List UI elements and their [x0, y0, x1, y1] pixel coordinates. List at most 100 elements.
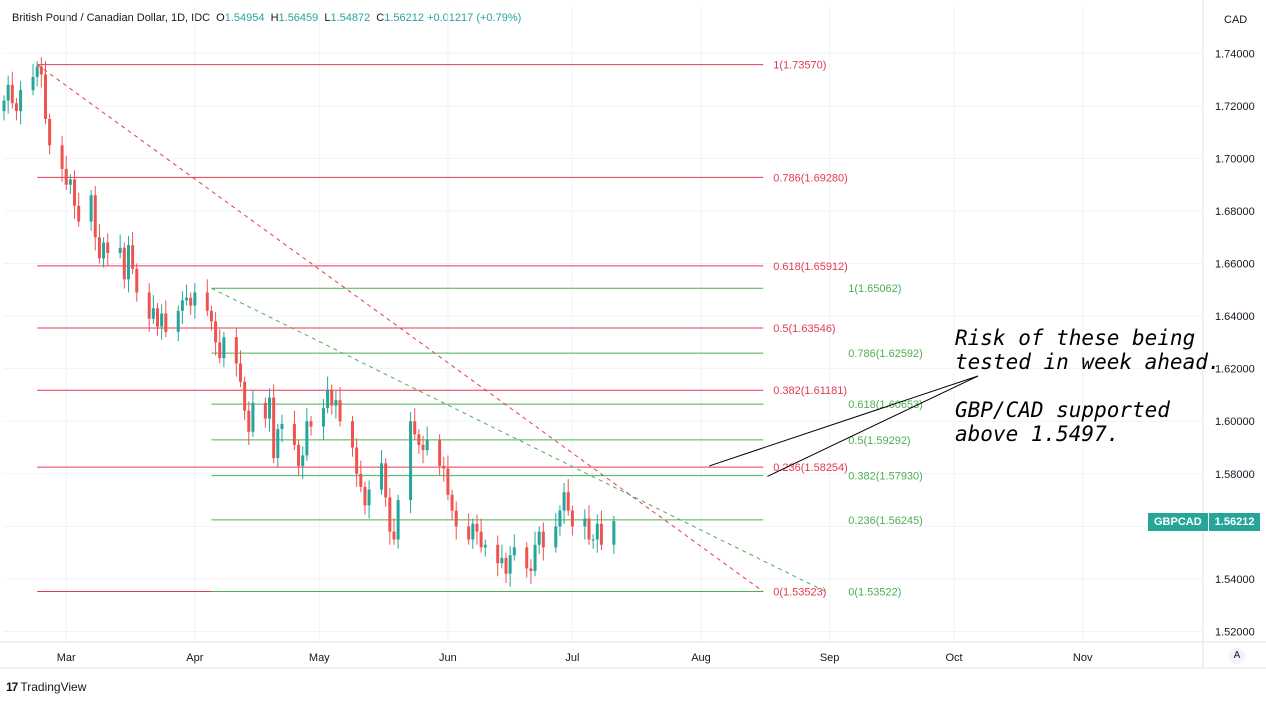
candle-body	[234, 337, 238, 364]
change-value: +0.01217 (+0.79%)	[427, 12, 522, 24]
annotation-risk[interactable]: Risk of these being tested in week ahead…	[955, 326, 1221, 374]
candle-body	[305, 421, 309, 456]
candle-body	[467, 526, 471, 540]
candle-body	[263, 402, 267, 419]
y-tick-label: 1.66000	[1215, 259, 1255, 271]
x-tick-label: Jun	[439, 652, 457, 664]
tradingview-brand[interactable]: 17 TradingView	[6, 680, 86, 694]
candle-body	[48, 119, 52, 146]
close-value: 1.56212	[384, 12, 425, 24]
auto-scale-button[interactable]: A	[1229, 648, 1245, 664]
candle-body	[554, 526, 558, 548]
candle-body	[64, 168, 68, 185]
candle-body	[222, 337, 226, 359]
axes: CAD1.520001.540001.560001.580001.600001.…	[0, 0, 1266, 669]
candle-body	[413, 421, 417, 435]
candle-body	[160, 313, 164, 327]
chart-header: British Pound / Canadian Dollar, 1D, IDC…	[12, 12, 521, 24]
candle-body	[566, 492, 570, 511]
candle-body	[504, 557, 508, 574]
candle-body	[151, 308, 155, 319]
candle-body	[591, 539, 595, 541]
fib-red-level-label: 0.5(1.63546)	[773, 323, 835, 335]
y-tick-label: 1.58000	[1215, 469, 1255, 481]
candle-body	[508, 555, 512, 574]
tradingview-text: TradingView	[20, 680, 87, 694]
candle-body	[243, 381, 247, 411]
y-tick-label: 1.68000	[1215, 206, 1255, 218]
candle-body	[388, 497, 392, 532]
candle-body	[68, 179, 72, 185]
candle-body	[73, 179, 77, 206]
candle-body	[309, 421, 313, 427]
candle-body	[558, 510, 562, 527]
annotation-line-4: above 1.5497.	[955, 422, 1120, 446]
trendline-green	[211, 287, 826, 592]
y-tick-label: 1.54000	[1215, 574, 1255, 586]
annotation-line-3: GBP/CAD supported	[955, 398, 1170, 422]
candle-body	[321, 408, 325, 427]
x-tick-label: Mar	[57, 652, 76, 664]
low-label: L	[324, 12, 331, 24]
trendline-red	[36, 64, 764, 592]
fib-green-level-label: 0.786(1.62592)	[848, 348, 923, 360]
candle-body	[471, 523, 475, 540]
candle-body	[334, 400, 338, 406]
last-price-tag: GBPCAD 1.56212	[1148, 513, 1261, 531]
price-tag-symbol: GBPCAD	[1148, 513, 1208, 531]
candle-body	[496, 544, 500, 564]
y-tick-label: 1.52000	[1215, 626, 1255, 638]
annotation-arrow	[767, 375, 979, 477]
fib-green-level-label: 0(1.53522)	[848, 586, 901, 598]
candle-body	[500, 557, 504, 564]
annotation-arrows	[709, 375, 979, 477]
candle-body	[355, 447, 359, 474]
candle-body	[31, 76, 35, 91]
candle-body	[297, 444, 301, 466]
candle-body	[326, 389, 330, 409]
candle-body	[446, 468, 450, 495]
candle-body	[126, 245, 130, 280]
candle-body	[251, 402, 255, 432]
candle-body	[272, 397, 276, 459]
fib-red-level-label: 0.618(1.65912)	[773, 261, 848, 273]
candle-body	[396, 500, 400, 540]
candle-body	[529, 568, 533, 572]
fib-red-level-label: 0(1.53523)	[773, 586, 826, 598]
candles	[2, 57, 616, 587]
candle-body	[562, 492, 566, 511]
candle-body	[541, 531, 545, 548]
candle-body	[247, 410, 251, 432]
fib-green-level-label: 0.382(1.57930)	[848, 471, 923, 483]
candle-body	[77, 205, 81, 222]
candle-body	[14, 103, 18, 112]
fib-green-level-label: 0.618(1.60653)	[848, 399, 923, 411]
low-value: 1.54872	[330, 12, 371, 24]
candle-body	[2, 100, 6, 112]
fib-red-level-label: 1(1.73570)	[773, 60, 826, 72]
candle-body	[301, 455, 305, 466]
candle-body	[6, 84, 10, 101]
candle-body	[97, 237, 101, 259]
candle-body	[35, 66, 39, 77]
candle-body	[193, 292, 197, 306]
y-tick-label: 1.74000	[1215, 48, 1255, 60]
open-value: 1.54954	[224, 12, 265, 24]
symbol-title[interactable]: British Pound / Canadian Dollar, 1D, IDC	[12, 12, 211, 24]
fib-green-level-label: 1(1.65062)	[848, 283, 901, 295]
y-tick-label: 1.64000	[1215, 311, 1255, 323]
candle-body	[214, 321, 218, 343]
fib-green-level-label: 0.5(1.59292)	[848, 435, 910, 447]
candle-body	[475, 523, 479, 532]
y-tick-label: 1.72000	[1215, 101, 1255, 113]
candle-body	[164, 313, 168, 332]
candle-body	[106, 242, 110, 254]
candle-body	[595, 523, 599, 540]
annotation-support[interactable]: GBP/CAD supported above 1.5497.	[955, 398, 1170, 446]
candle-body	[479, 531, 483, 548]
candle-body	[131, 245, 135, 269]
candle-body	[409, 421, 413, 501]
candle-body	[147, 292, 151, 319]
x-tick-label: Nov	[1073, 652, 1093, 664]
